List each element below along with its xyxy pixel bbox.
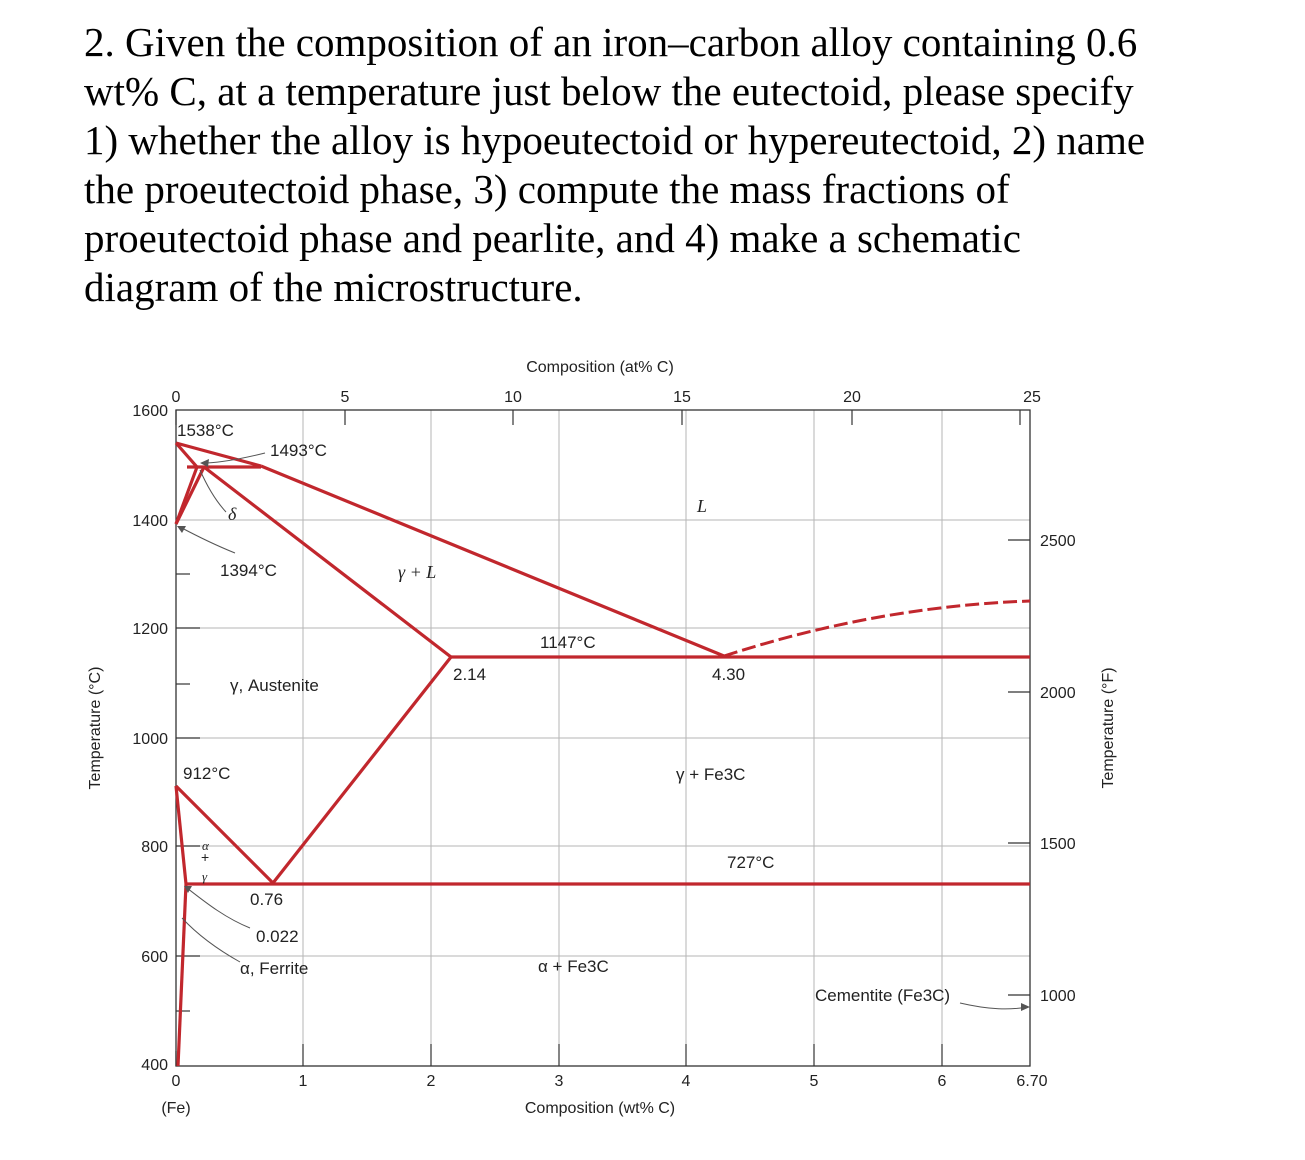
bottom-axis-title: Composition (wt% C) [525,1100,675,1117]
right-axis-title: Temperature (°F) [1100,667,1117,788]
top-tick-label: 25 [1023,389,1041,406]
gamma-small-label: γ [202,869,208,884]
comp-0-022-label: 0.022 [256,927,299,946]
delta-liquidus-line [175,441,262,468]
question-line: proeutectoid phase and pearlite, and 4) … [84,215,1021,261]
bottom-tick-label: 0 [172,1073,181,1090]
bottom-tick-label: 3 [555,1073,564,1090]
comp-2-14-label: 2.14 [453,665,486,684]
gamma-cementite-label: γ + Fe3C [676,765,745,784]
bottom-tick-label: 4 [682,1073,691,1090]
temp-1147-label: 1147°C [540,633,596,652]
alpha-cementite-label: α + Fe3C [538,957,609,976]
bottom-tick-label: 6.70 [1016,1073,1047,1090]
left-tick-label: 1400 [132,513,168,530]
tick-marks [175,410,1030,1066]
right-tick-label: 1500 [1040,836,1076,853]
delta-gamma-boundary-line [174,466,206,525]
top-axis-title: Composition (at% C) [526,359,674,376]
arrow-heads [177,459,1030,1011]
bottom-tick-label: 1 [299,1073,308,1090]
alpha-small-label: α [202,838,210,853]
leader-lines [179,452,1029,1010]
right-tick-label: 2500 [1040,533,1076,550]
austenite-label: γ, Austenite [230,676,319,695]
gamma-solidus-line [203,465,452,659]
comp-0-76-label: 0.76 [250,890,283,909]
ferrite-solvus-line [176,883,188,1067]
left-tick-label: 1200 [132,621,168,638]
left-axis-title: Temperature (°C) [87,667,104,790]
bottom-tick-label: 5 [810,1073,819,1090]
top-tick-label: 20 [843,389,861,406]
ferrite-label: α, Ferrite [240,959,308,978]
gamma-liquid-label: γ + L [398,562,436,582]
fe-label: (Fe) [161,1100,190,1117]
question-line: wt% C, at a temperature just below the e… [84,68,1134,114]
cementite-liquidus-dashed-line [723,599,1031,658]
top-tick-label: 0 [172,389,181,406]
question-line: diagram of the microstructure. [84,264,583,310]
phase-boundaries [174,441,1030,1067]
question-line: the proeutectoid phase, 3) compute the m… [84,166,1010,212]
liquid-label: L [696,496,707,516]
left-tick-label: 800 [141,839,168,856]
top-tick-label: 5 [341,389,350,406]
temp-1493-label: 1493°C [270,441,327,460]
bottom-tick-label: 2 [427,1073,436,1090]
top-tick-label: 10 [504,389,522,406]
liquidus-line [260,464,725,658]
temp-727-label: 727°C [727,853,774,872]
delta-solidus-line [174,441,199,469]
question-line: 1) whether the alloy is hypoeutectoid or… [84,117,1146,163]
acm-line [271,656,453,884]
right-tick-label: 1000 [1040,988,1076,1005]
grid [176,410,1030,1066]
bottom-tick-label: 6 [938,1073,947,1090]
temp-1538-label: 1538°C [177,421,234,440]
alpha-gamma-boundary-line [174,785,188,885]
temp-912-label: 912°C [183,764,230,783]
cementite-label: Cementite (Fe3C) [815,986,950,1005]
left-tick-label: 1600 [132,403,168,420]
question-line: 2. Given the composition of an iron–carb… [84,19,1138,65]
right-tick-label: 2000 [1040,685,1076,702]
question-text: 2. Given the composition of an iron–carb… [84,18,1204,312]
temp-1394-label: 1394°C [220,561,277,580]
left-tick-label: 1000 [132,731,168,748]
comp-4-30-label: 4.30 [712,665,745,684]
left-tick-label: 600 [141,949,168,966]
delta-phase-label: δ [228,504,237,524]
top-tick-label: 15 [673,389,691,406]
left-tick-label: 400 [141,1057,168,1074]
plus-small-label: + [201,849,209,865]
a3-line [174,784,275,885]
